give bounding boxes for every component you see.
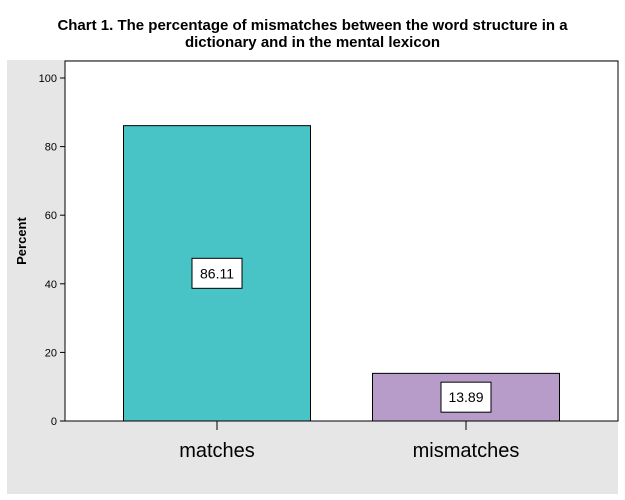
chart-title-line-1: Chart 1. The percentage of mismatches be… <box>57 17 568 34</box>
y-tick-label-40: 40 <box>45 279 57 291</box>
chart-title-line-2: dictionary and in the mental lexicon <box>184 34 441 51</box>
data-label-mismatches: 13.89 <box>448 389 483 405</box>
y-axis: 0 20 40 60 80 100 <box>39 73 65 428</box>
chart-title: Chart 1. The percentage of mismatches be… <box>0 17 625 51</box>
y-axis-label: Percent <box>14 216 29 264</box>
data-label-box-matches <box>191 257 243 289</box>
data-label-matches: 86.11 <box>200 265 234 281</box>
y-tick-label-100: 100 <box>39 73 57 85</box>
y-tick-label-80: 80 <box>45 142 57 154</box>
y-tick-label-60: 60 <box>45 210 57 222</box>
x-tick-label-matches: matches <box>179 440 255 462</box>
y-tick-label-20: 20 <box>45 347 57 359</box>
bars: matches 86.11 mismatches 13.89 <box>123 125 560 462</box>
data-label-box-mismatches <box>440 381 492 413</box>
y-tick-label-0: 0 <box>51 416 57 428</box>
x-tick-label-mismatches: mismatches <box>413 440 520 462</box>
